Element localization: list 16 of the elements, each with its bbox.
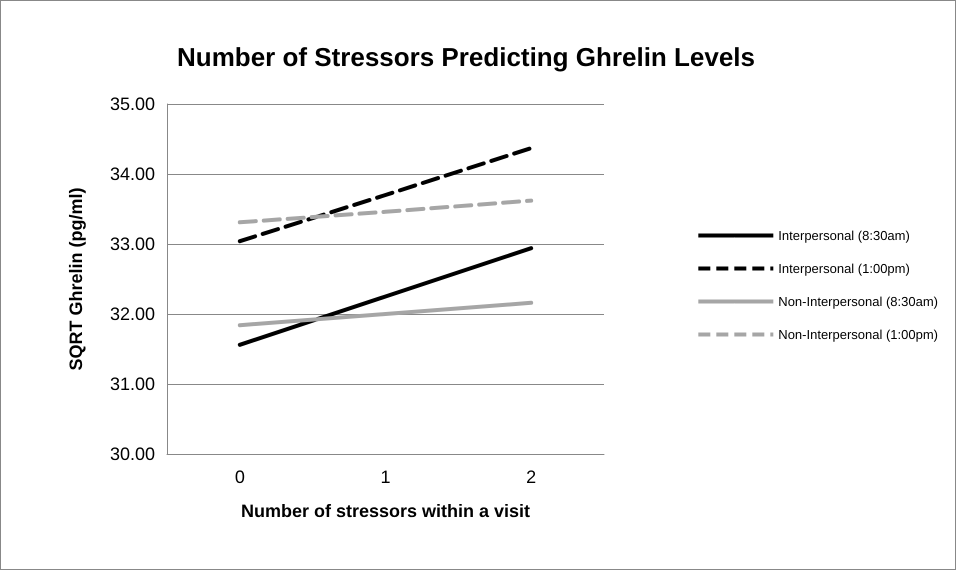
legend-label: Interpersonal (8:30am) — [778, 228, 910, 243]
x-tick-label: 0 — [234, 467, 245, 487]
legend-label: Non-Interpersonal (8:30am) — [778, 294, 938, 309]
x-tick-label: 2 — [526, 467, 536, 487]
y-tick-label: 33.00 — [110, 234, 155, 254]
y-tick-label: 31.00 — [110, 374, 155, 394]
y-tick-label: 35.00 — [110, 94, 155, 114]
x-axis-title: Number of stressors within a visit — [240, 501, 530, 521]
legend-label: Interpersonal (1:00pm) — [778, 261, 910, 276]
legend-label: Non-Interpersonal (1:00pm) — [778, 327, 938, 342]
y-tick-label: 30.00 — [110, 444, 155, 464]
y-axis-title: SQRT Ghrelin (pg/ml) — [66, 187, 86, 370]
chart-title: Number of Stressors Predicting Ghrelin Levels — [177, 42, 755, 72]
y-tick-label: 32.00 — [110, 304, 155, 324]
y-tick-label: 34.00 — [110, 164, 155, 184]
x-tick-label: 1 — [380, 467, 391, 487]
